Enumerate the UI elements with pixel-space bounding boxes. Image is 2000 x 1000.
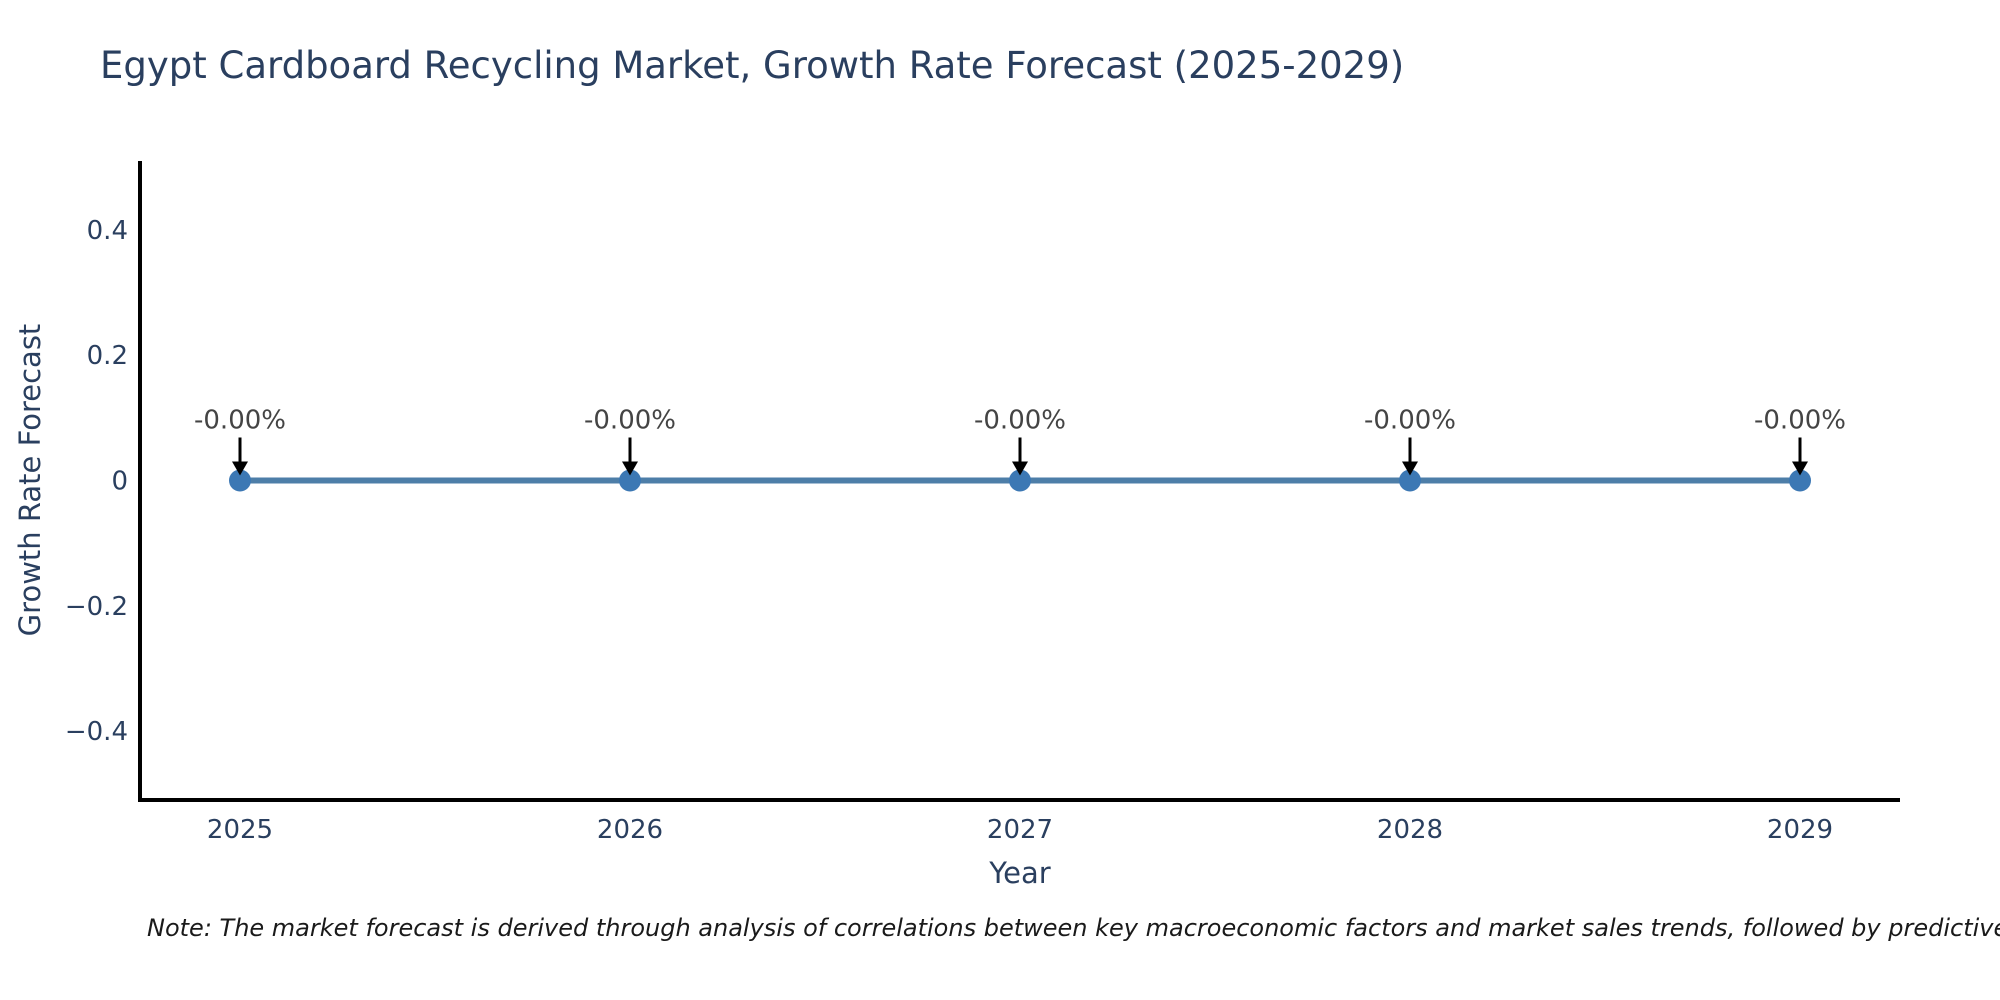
- x-axis-title: Year: [989, 856, 1051, 890]
- data-point-marker[interactable]: [1399, 469, 1421, 492]
- y-tick-label: 0.4: [87, 216, 128, 246]
- data-point-marker[interactable]: [1789, 469, 1811, 492]
- data-point-marker[interactable]: [229, 469, 251, 492]
- x-tick-label: 2026: [597, 815, 663, 845]
- annotation-arrowhead: [232, 461, 248, 476]
- point-annotation-label: -0.00%: [1364, 406, 1456, 436]
- footnote: Note: The market forecast is derived thr…: [147, 914, 2000, 942]
- point-annotation-label: -0.00%: [584, 406, 676, 436]
- data-point-marker[interactable]: [619, 469, 641, 492]
- annotation-arrowhead: [1402, 461, 1418, 476]
- y-tick-label: −0.2: [65, 592, 128, 622]
- y-tick-label: 0.2: [87, 341, 128, 371]
- x-tick-label: 2025: [207, 815, 273, 845]
- y-tick-label: −0.4: [65, 717, 128, 747]
- point-annotation-label: -0.00%: [974, 406, 1066, 436]
- y-tick-label: 0: [111, 467, 128, 497]
- point-annotation-label: -0.00%: [1754, 406, 1846, 436]
- annotation-arrowhead: [622, 461, 638, 476]
- point-annotation-label: -0.00%: [194, 406, 286, 436]
- annotation-arrowhead: [1792, 461, 1808, 476]
- x-tick-label: 2029: [1767, 815, 1833, 845]
- data-point-marker[interactable]: [1009, 469, 1031, 492]
- annotation-arrowhead: [1012, 461, 1028, 476]
- x-tick-label: 2027: [987, 815, 1053, 845]
- chart-title: Egypt Cardboard Recycling Market, Growth…: [100, 44, 1405, 87]
- x-tick-label: 2028: [1377, 815, 1443, 845]
